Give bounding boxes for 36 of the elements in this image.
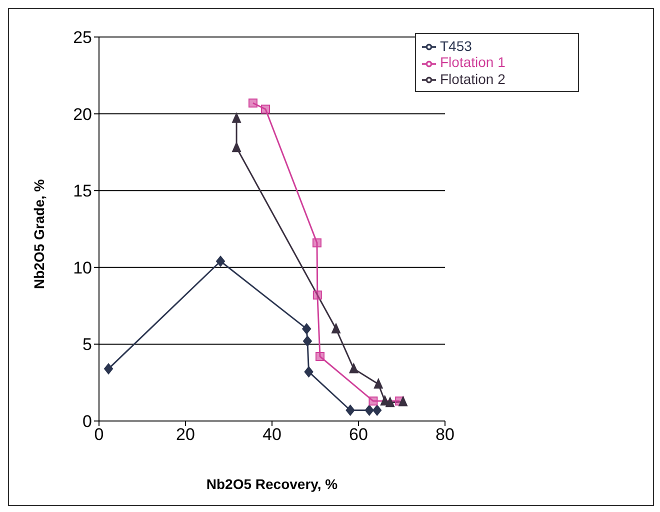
y-tick-label: 5 — [82, 335, 92, 354]
x-tick-label: 40 — [262, 425, 282, 444]
point — [248, 98, 258, 108]
point — [232, 112, 242, 123]
point — [312, 290, 322, 300]
point — [304, 366, 314, 378]
point — [261, 104, 270, 114]
point — [332, 323, 341, 334]
point — [302, 323, 312, 334]
point — [232, 142, 242, 152]
legend-label: T453 — [440, 38, 472, 54]
point — [374, 378, 383, 389]
y-tick-label: 25 — [73, 28, 92, 48]
y-axis-title: Nb2O5 Grade, % — [30, 178, 47, 289]
point — [104, 363, 114, 374]
point — [216, 256, 226, 267]
point — [316, 352, 325, 361]
point — [398, 396, 408, 406]
legend-label: Flotation 1 — [440, 54, 506, 70]
x-tick-label: 80 — [436, 425, 454, 444]
x-tick-label: 20 — [176, 425, 195, 444]
point — [349, 363, 358, 374]
point — [312, 238, 322, 248]
point — [364, 404, 374, 416]
y-tick-label: 10 — [73, 258, 92, 278]
point — [372, 404, 382, 416]
y-tick-label: 20 — [73, 104, 92, 124]
y-tick-label: 15 — [73, 182, 92, 201]
point — [302, 336, 312, 347]
x-axis-title: Nb2O5 Recovery, % — [206, 476, 338, 492]
point — [368, 396, 378, 406]
x-tick-label: 60 — [349, 425, 368, 444]
point — [386, 397, 395, 408]
y-tick-label: 0 — [82, 412, 92, 432]
legend-label: Flotation 2 — [440, 70, 506, 87]
point — [346, 404, 355, 416]
